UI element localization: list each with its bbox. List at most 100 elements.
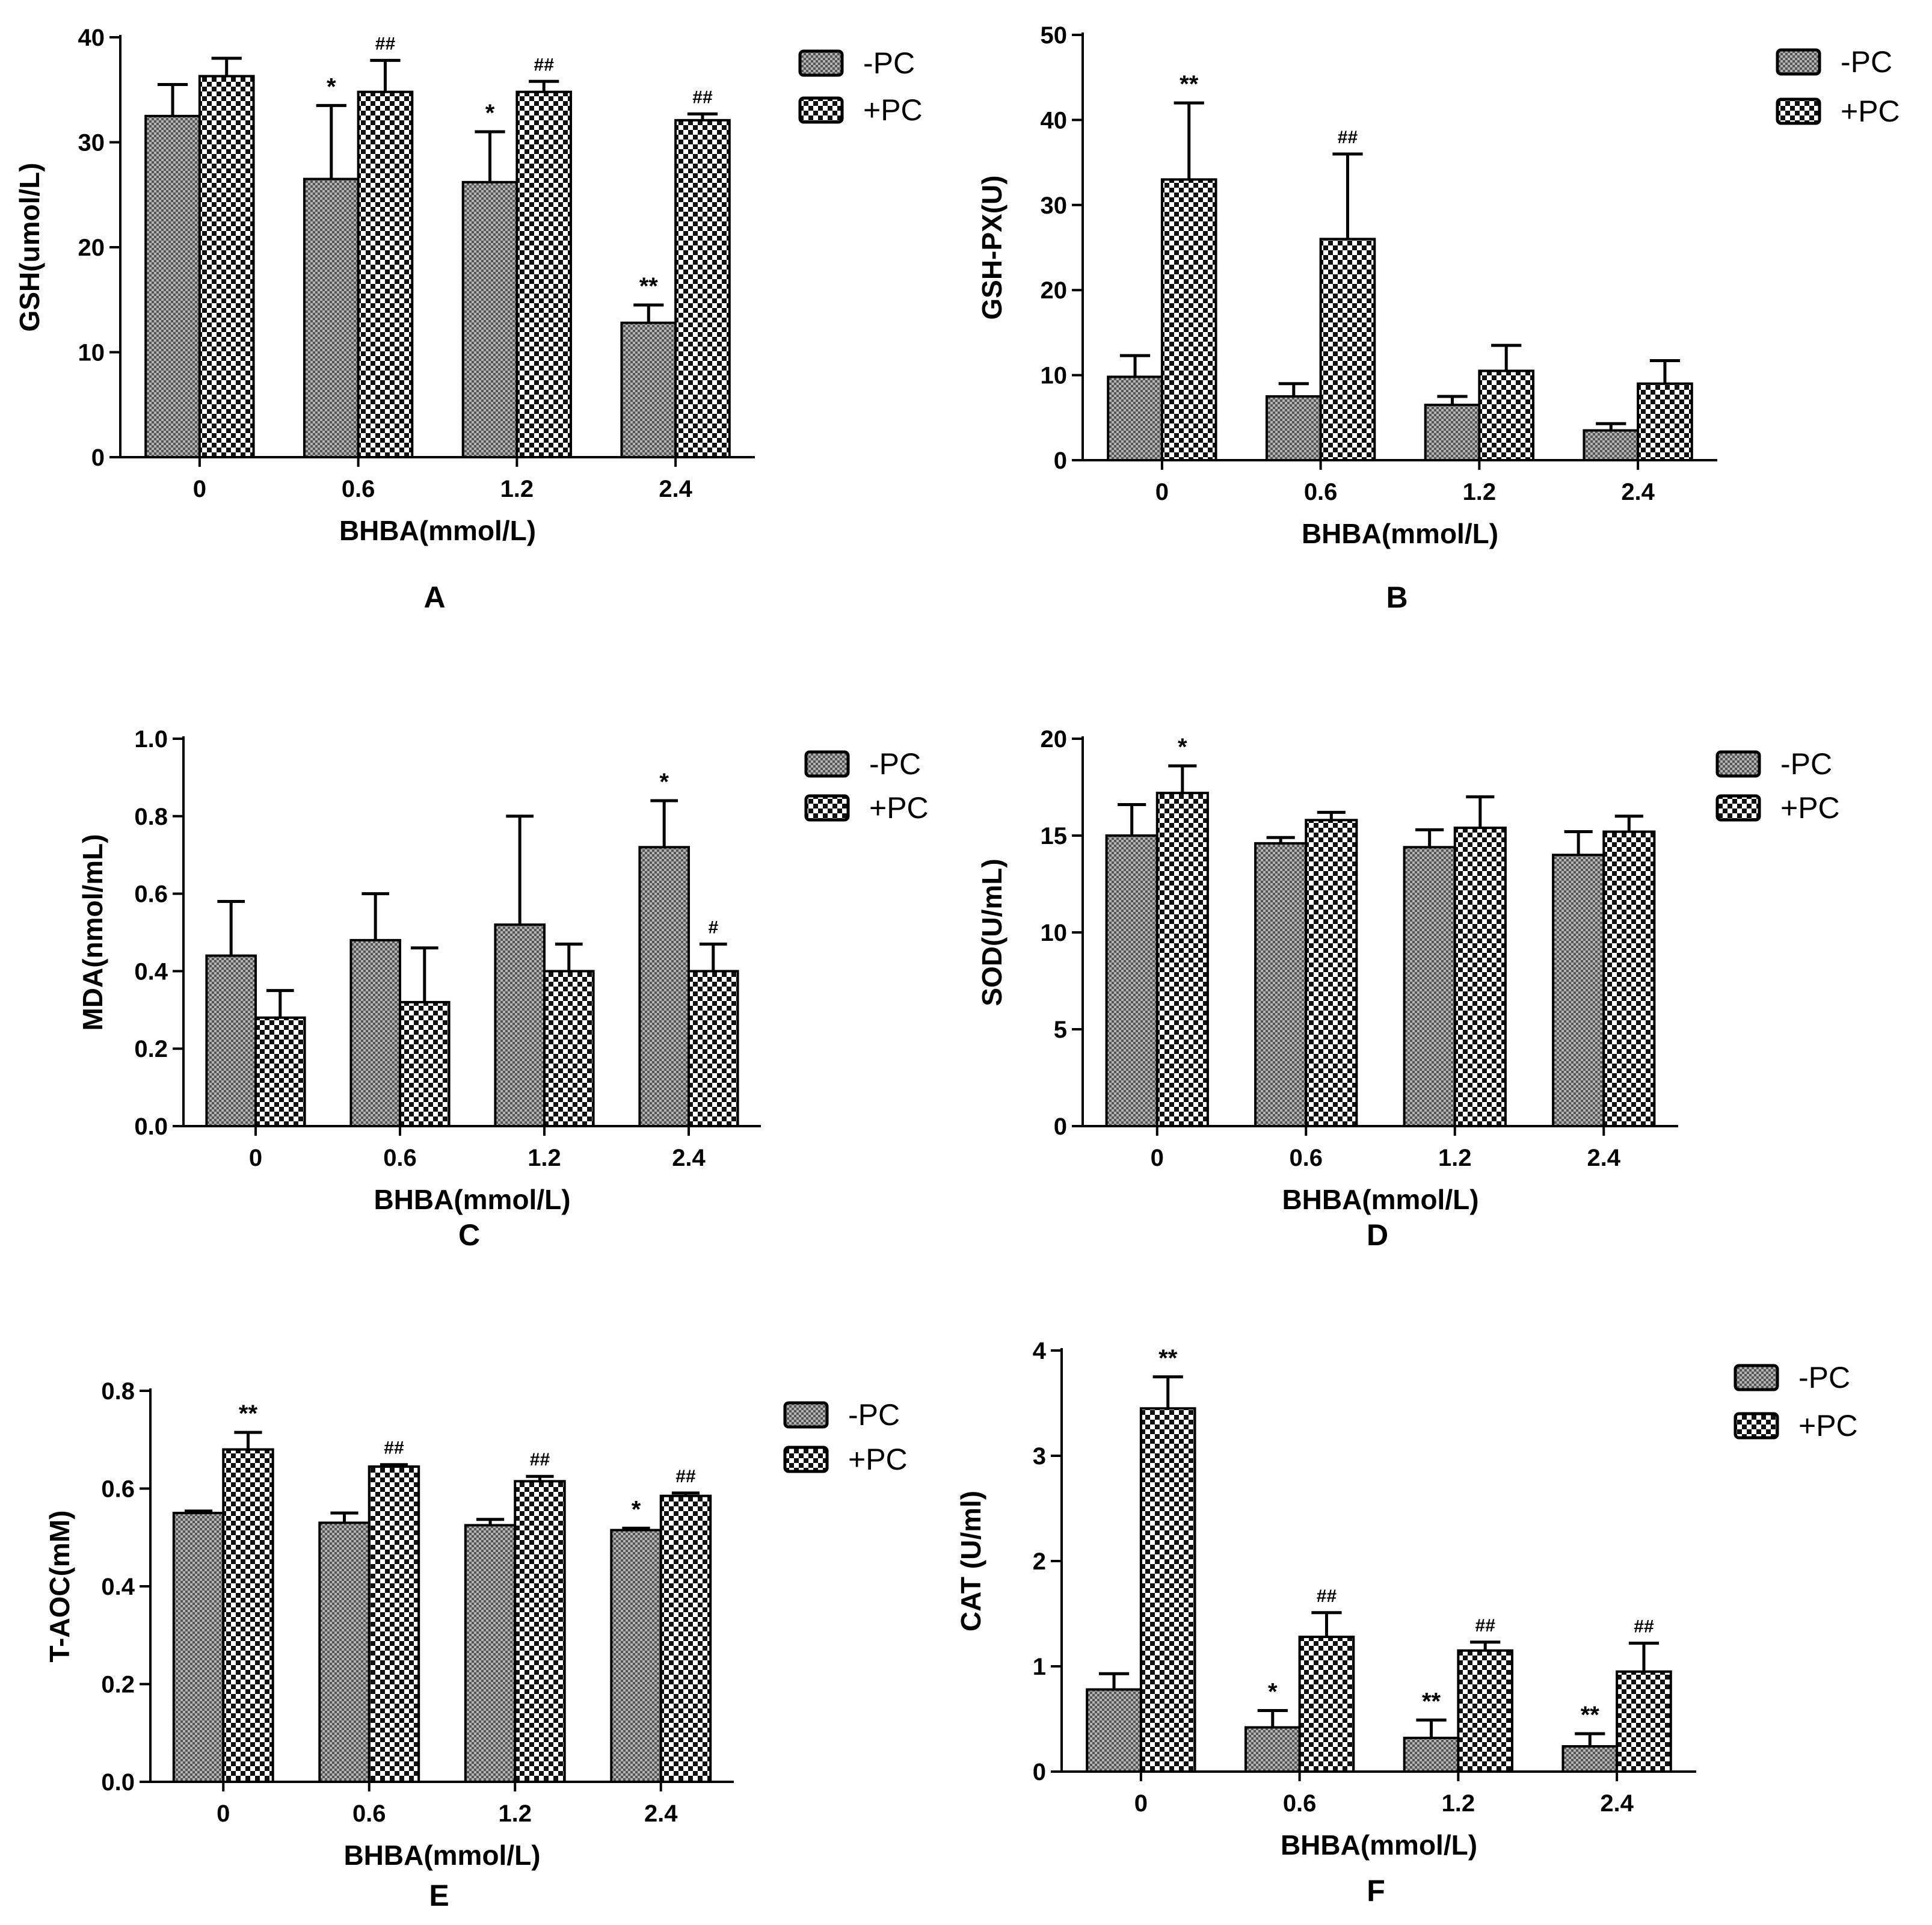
bar-minus-pc bbox=[1403, 846, 1456, 1127]
bar-minus-pc bbox=[1254, 842, 1308, 1127]
y-tick-label: 0 bbox=[91, 445, 105, 471]
panel-label: A bbox=[423, 581, 445, 614]
x-axis-label: BHBA(mmol/L) bbox=[339, 515, 536, 546]
x-tick-label: 1.2 bbox=[1438, 1145, 1472, 1171]
legend-label-plus-pc: +PC bbox=[848, 1443, 908, 1476]
bar-minus-pc bbox=[1244, 1726, 1301, 1773]
bar-plus-pc bbox=[1457, 1649, 1514, 1773]
legend-swatch-plus-pc bbox=[783, 1446, 829, 1473]
bar-plus-pc bbox=[368, 1465, 420, 1783]
bar-plus-pc bbox=[357, 90, 414, 459]
significance-marker: ** bbox=[1422, 1688, 1441, 1714]
x-tick-label: 1.2 bbox=[1463, 479, 1497, 505]
bar-minus-pc bbox=[172, 1512, 225, 1783]
legend-f: -PC +PC bbox=[1734, 1361, 1858, 1443]
x-tick-label: 1.2 bbox=[498, 1800, 532, 1827]
legend-label-plus-pc: +PC bbox=[863, 93, 923, 127]
significance-marker: * bbox=[659, 769, 669, 795]
significance-marker: ** bbox=[1158, 1345, 1178, 1372]
significance-marker: ## bbox=[530, 1450, 550, 1470]
bar-plus-pc bbox=[1160, 178, 1217, 461]
panel-label: C bbox=[458, 1218, 480, 1252]
chart-panel-e: 0.0 0.2 0.4 0.6 0.8 0 ** 0.6 ## 1.2 ## 2.4 * ## BHBA(m… bbox=[44, 1378, 908, 1912]
significance-marker: * bbox=[1178, 734, 1187, 760]
significance-marker: ## bbox=[675, 1467, 696, 1486]
bar-plus-pc bbox=[222, 1448, 274, 1783]
y-axis-label: GSH(umol/L) bbox=[14, 162, 45, 331]
legend-label-plus-pc: +PC bbox=[1841, 94, 1900, 128]
significance-marker: ** bbox=[639, 273, 659, 300]
x-tick-label: 0.6 bbox=[352, 1800, 386, 1827]
legend-label-plus-pc: +PC bbox=[1780, 791, 1840, 825]
bar-plus-pc bbox=[1319, 238, 1376, 461]
bar-plus-pc bbox=[1616, 1670, 1672, 1773]
bar-plus-pc bbox=[399, 1000, 451, 1128]
y-tick-label: 30 bbox=[1041, 192, 1068, 219]
bar-plus-pc bbox=[1139, 1407, 1196, 1773]
chart-panel-b: 0 10 20 30 40 50 0 ** 0.6 ## 1.2 2.4 BHBA(mmol/L) GSH… bbox=[976, 22, 1900, 614]
y-tick-label: 0.4 bbox=[134, 958, 168, 985]
x-axis-label: BHBA(mmol/L) bbox=[374, 1184, 570, 1215]
y-axis-label: CAT (U/ml) bbox=[955, 1491, 986, 1631]
y-tick-label: 0.2 bbox=[101, 1672, 135, 1698]
significance-marker: ** bbox=[1581, 1702, 1600, 1728]
significance-marker: ** bbox=[239, 1400, 258, 1427]
legend-swatch-plus-pc bbox=[1776, 97, 1821, 125]
chart-panel-a: 0 10 20 30 40 0 0.6 * ## 1.2 * ## 2.4 ** ## BHBA(mmol/L… bbox=[14, 25, 923, 614]
bar-minus-pc bbox=[1086, 1688, 1142, 1773]
significance-marker: ## bbox=[1338, 128, 1358, 147]
x-tick-label: 2.4 bbox=[1600, 1790, 1634, 1817]
legend-swatch-plus-pc bbox=[804, 794, 850, 822]
y-tick-label: 1.0 bbox=[134, 726, 168, 753]
legend-label-minus-pc: -PC bbox=[848, 1398, 900, 1432]
bar-plus-pc bbox=[688, 970, 739, 1128]
y-axis-label: GSH-PX(U) bbox=[976, 175, 1008, 319]
y-tick-label: 1 bbox=[1033, 1654, 1046, 1680]
x-tick-label: 0.6 bbox=[1304, 479, 1338, 505]
bar-minus-pc bbox=[349, 938, 402, 1127]
y-tick-label: 3 bbox=[1033, 1443, 1046, 1470]
bar-minus-pc bbox=[620, 321, 677, 459]
significance-marker: ## bbox=[384, 1438, 404, 1458]
legend-label-plus-pc: +PC bbox=[1798, 1409, 1858, 1443]
legend-b: -PC +PC bbox=[1776, 45, 1900, 128]
x-tick-label: 0 bbox=[193, 476, 206, 502]
legend-c: -PC +PC bbox=[804, 747, 929, 825]
x-tick-label: 0.6 bbox=[1283, 1790, 1317, 1817]
significance-marker: ## bbox=[375, 34, 396, 54]
bar-minus-pc bbox=[1403, 1737, 1460, 1773]
significance-marker: * bbox=[632, 1496, 641, 1523]
chart-panel-d: 0 5 10 15 20 0 * 0.6 1.2 2.4 BHBA(mmol/L) SOD(U/mL)… bbox=[976, 726, 1840, 1252]
y-tick-label: 20 bbox=[1041, 726, 1068, 753]
y-tick-label: 0.4 bbox=[101, 1574, 135, 1600]
bar-minus-pc bbox=[318, 1521, 371, 1783]
x-tick-label: 2.4 bbox=[659, 476, 692, 502]
bar-plus-pc bbox=[1637, 382, 1693, 461]
x-tick-label: 2.4 bbox=[672, 1145, 706, 1171]
x-tick-label: 0 bbox=[217, 1800, 230, 1827]
significance-marker: * bbox=[1268, 1679, 1278, 1705]
x-axis-label: BHBA(mmol/L) bbox=[1302, 518, 1498, 549]
x-tick-label: 0 bbox=[1155, 479, 1169, 505]
legend-swatch-minus-pc bbox=[1715, 750, 1761, 778]
panel-label: D bbox=[1367, 1218, 1388, 1252]
y-tick-label: 0 bbox=[1054, 1113, 1067, 1140]
y-tick-label: 20 bbox=[1041, 277, 1068, 304]
y-axis-label: MDA(nmol/mL) bbox=[77, 834, 108, 1030]
x-tick-label: 2.4 bbox=[644, 1800, 678, 1827]
legend-swatch-minus-pc bbox=[783, 1401, 829, 1429]
bar-minus-pc bbox=[1265, 395, 1322, 462]
legend-swatch-minus-pc bbox=[1776, 48, 1821, 76]
bar-plus-pc bbox=[1155, 792, 1209, 1128]
legend-a: -PC +PC bbox=[798, 46, 923, 127]
bar-minus-pc bbox=[638, 846, 691, 1127]
chart-panel-c: 0.0 0.2 0.4 0.6 0.8 1.0 0 0.6 1.2 2.4 * # BHBA(mmol/… bbox=[77, 726, 929, 1252]
legend-label-minus-pc: -PC bbox=[1780, 747, 1832, 781]
panel-label: B bbox=[1386, 581, 1407, 614]
y-tick-label: 15 bbox=[1041, 823, 1068, 849]
bar-plus-pc bbox=[514, 1480, 566, 1783]
panel-label: E bbox=[429, 1879, 449, 1912]
bar-minus-pc bbox=[144, 114, 201, 458]
bar-minus-pc bbox=[610, 1529, 662, 1783]
bar-plus-pc bbox=[1298, 1636, 1355, 1773]
